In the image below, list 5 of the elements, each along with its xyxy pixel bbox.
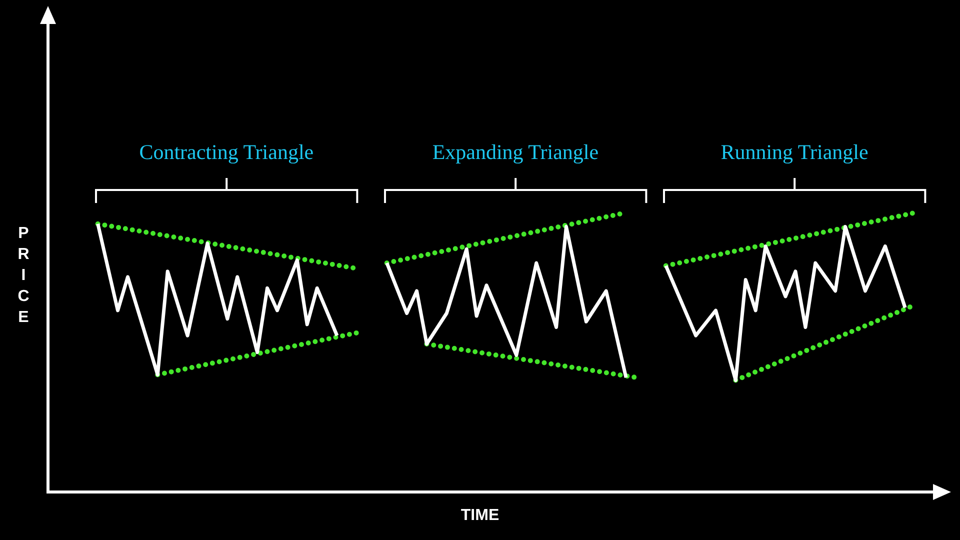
text: Contracting Triangle	[138, 140, 315, 165]
text: Expanding Triangle	[431, 140, 600, 165]
text: Running Triangle	[720, 140, 870, 165]
x-axis-title: TIME	[460, 507, 500, 525]
y-axis-title: PRICE	[14, 225, 32, 330]
